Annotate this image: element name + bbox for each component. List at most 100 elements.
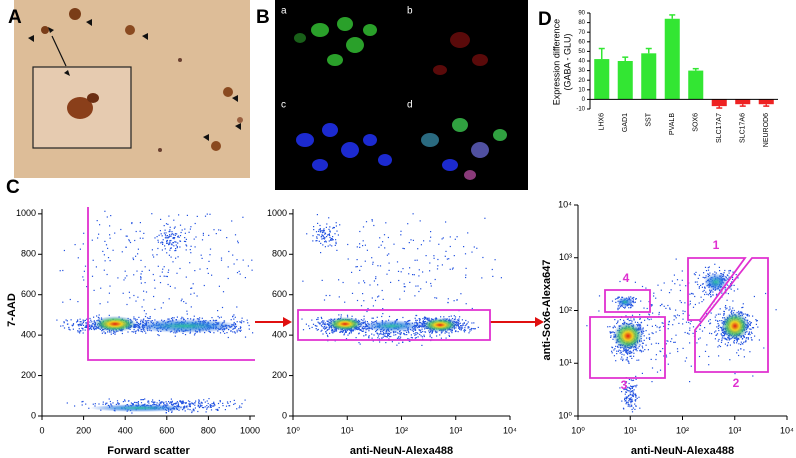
event-dot xyxy=(77,257,79,259)
event-dot xyxy=(175,249,177,252)
event-dot xyxy=(650,318,652,320)
event-dot xyxy=(363,318,365,320)
event-dot xyxy=(347,258,349,260)
event-dot xyxy=(471,251,473,253)
event-dot xyxy=(168,244,170,246)
event-dot xyxy=(626,356,628,359)
event-dot xyxy=(655,324,657,326)
event-dot xyxy=(144,330,146,332)
event-dot xyxy=(327,320,329,322)
y-axis-label: Expression difference xyxy=(551,19,561,105)
event-dot xyxy=(335,222,337,224)
event-dot xyxy=(627,349,629,351)
event-dot xyxy=(428,332,431,334)
event-dot xyxy=(607,326,609,328)
event-dot xyxy=(631,387,633,389)
event-dot xyxy=(96,315,98,317)
density-region xyxy=(721,312,749,340)
event-dot xyxy=(190,226,192,228)
event-dot xyxy=(346,314,349,316)
event-dot xyxy=(708,292,711,294)
event-dot xyxy=(446,258,448,260)
x-tick-label: 400 xyxy=(118,425,133,435)
event-dot xyxy=(385,336,387,338)
event-dot xyxy=(174,237,176,239)
event-dot xyxy=(665,356,668,358)
event-dot xyxy=(320,316,322,318)
event-dot xyxy=(448,258,450,260)
event-dot xyxy=(329,244,331,246)
event-dot xyxy=(134,318,136,320)
event-dot xyxy=(118,403,120,405)
event-dot xyxy=(613,349,615,351)
event-dot xyxy=(327,329,329,331)
event-dot xyxy=(215,408,217,411)
event-dot xyxy=(634,385,636,387)
event-dot xyxy=(471,322,473,324)
event-dot xyxy=(635,399,637,401)
event-dot xyxy=(621,353,623,355)
event-dot xyxy=(329,230,331,232)
event-dot xyxy=(169,226,171,228)
event-dot xyxy=(456,321,458,323)
event-dot xyxy=(749,321,751,323)
event-dot xyxy=(356,259,358,261)
event-dot xyxy=(378,333,380,335)
event-dot xyxy=(628,398,631,400)
event-dot xyxy=(398,336,400,338)
event-dot xyxy=(103,331,105,333)
event-dot xyxy=(91,275,94,277)
event-dot xyxy=(428,318,430,320)
event-dot xyxy=(663,325,665,327)
event-dot xyxy=(709,272,711,274)
event-dot xyxy=(673,274,675,276)
flow-plot: 0 200 400 600 800 100002004006008001000Forwar… xyxy=(6,207,260,457)
event-dot xyxy=(412,330,414,332)
event-dot xyxy=(85,403,87,405)
event-dot xyxy=(689,329,691,331)
event-dot xyxy=(240,322,243,324)
y-tick-label: 0 xyxy=(582,97,586,103)
event-dot xyxy=(333,227,335,229)
event-dot xyxy=(84,319,86,321)
event-dot xyxy=(178,214,180,216)
event-dot xyxy=(697,283,699,286)
event-dot xyxy=(321,317,323,320)
event-dot xyxy=(239,330,241,332)
event-dot xyxy=(78,325,80,327)
event-dot xyxy=(634,349,637,351)
event-dot xyxy=(484,217,486,219)
event-dot xyxy=(332,236,334,238)
event-dot xyxy=(716,293,718,295)
event-dot xyxy=(461,327,463,329)
event-dot xyxy=(399,298,401,300)
event-dot xyxy=(629,355,631,357)
event-dot xyxy=(681,270,683,272)
event-dot xyxy=(400,332,402,334)
event-dot xyxy=(69,298,71,301)
event-dot xyxy=(746,314,748,316)
event-dot xyxy=(217,409,219,411)
event-dot xyxy=(449,245,451,248)
event-dot xyxy=(441,238,443,240)
event-dot xyxy=(393,334,395,336)
event-dot xyxy=(659,329,661,331)
event-dot xyxy=(148,400,150,402)
event-dot xyxy=(171,401,173,403)
panel-label: A xyxy=(8,7,22,28)
event-dot xyxy=(172,233,174,235)
event-dot xyxy=(320,242,322,244)
event-dot xyxy=(324,322,326,324)
event-dot xyxy=(362,245,364,247)
event-dot xyxy=(135,319,137,321)
event-dot xyxy=(628,320,630,322)
event-dot xyxy=(431,332,433,334)
event-dot xyxy=(387,334,389,336)
event-dot xyxy=(663,305,665,307)
event-dot xyxy=(384,335,386,337)
event-dot xyxy=(728,339,730,341)
event-dot xyxy=(79,248,81,250)
event-dot xyxy=(415,314,417,317)
event-dot xyxy=(668,324,670,326)
x-tick-label: 10² xyxy=(676,425,689,435)
